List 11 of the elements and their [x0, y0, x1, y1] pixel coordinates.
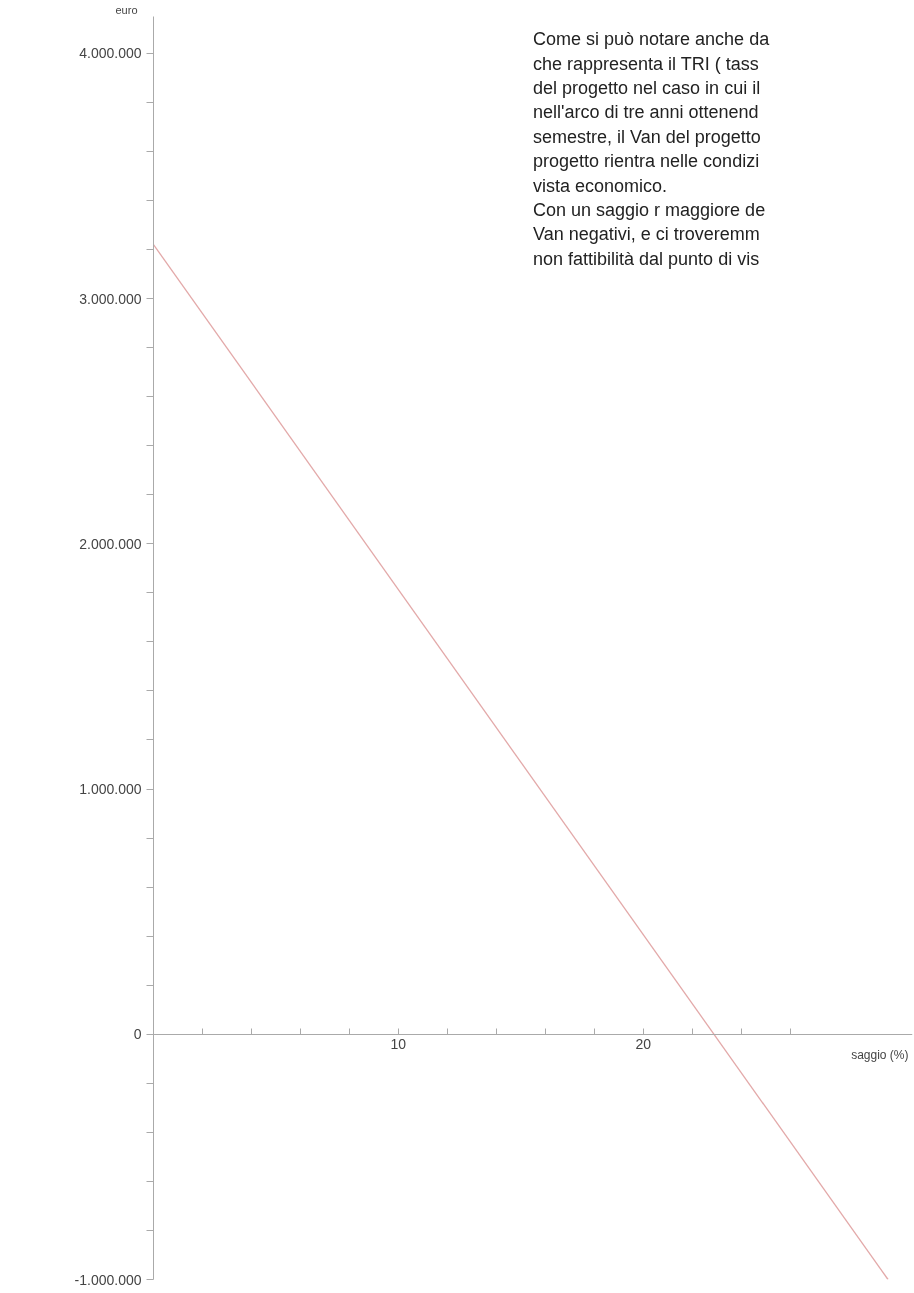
x-tick-label: 10 [390, 1036, 407, 1053]
y-tick-label: 1.000.000 [79, 781, 142, 798]
x-tick-label: 20 [635, 1036, 652, 1053]
text: Come si può notare anche da che rappresenta il TRI ( tass del progetto nel caso in cui il nell'arco di tre anni ottenend semestre, il Van del progetto progetto rientra nelle condizi vista economico. Con un saggio r maggiore de Van negativi, e ci troveremm non fattibilità dal punto di vis [533, 29, 770, 269]
y-tick-label: 2.000.000 [79, 535, 142, 552]
y-tick-label: 4.000.000 [79, 45, 142, 62]
y-tick-label: -1.000.000 [74, 1271, 142, 1288]
y-tick-label: 3.000.000 [79, 290, 142, 307]
x-axis-title: saggio (%) [851, 1048, 909, 1063]
y-tick-label: 0 [133, 1026, 142, 1043]
y-axis-title: euro [115, 3, 138, 16]
